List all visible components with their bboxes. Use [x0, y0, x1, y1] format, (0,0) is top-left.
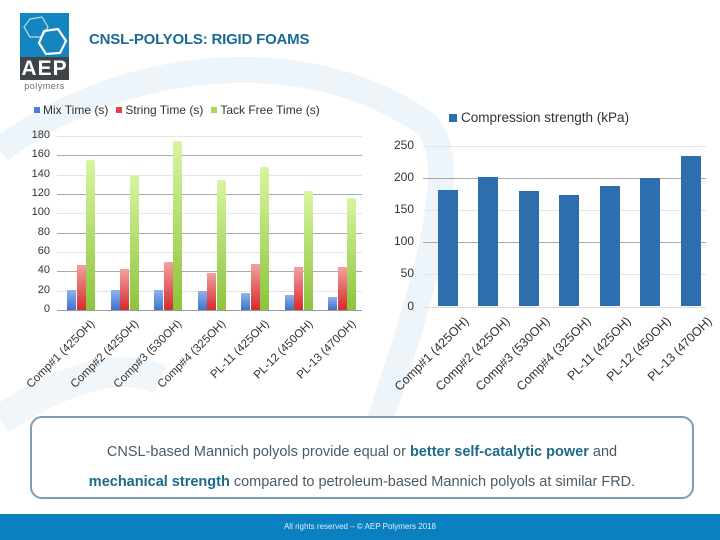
legend-item-mix-time: Mix Time (s) — [34, 103, 108, 117]
gridline — [57, 252, 362, 253]
y-tick-label: 0 — [43, 303, 50, 315]
y-tick-label: 150 — [393, 202, 414, 217]
y-tick-label: 50 — [400, 266, 414, 281]
bar-compression-strength — [438, 190, 458, 307]
footer-copyright: All rights reserved – © AEP Polymers 201… — [0, 514, 720, 540]
y-tick-label: 60 — [37, 245, 50, 257]
y-tick-label: 200 — [393, 170, 414, 185]
bar-mix-time-s — [328, 297, 338, 310]
gridline — [57, 136, 362, 137]
bar-tack-free-time-s — [173, 140, 183, 310]
logo-aep-text: AEP — [20, 57, 69, 80]
tack-free-time-swatch-icon — [211, 107, 218, 113]
bar-compression-strength — [478, 177, 499, 307]
bar-string-time-s — [337, 267, 347, 310]
summary-text: compared to petroleum-based Mannich poly… — [229, 474, 636, 490]
legend-label: Compression strength (kPa) — [461, 110, 630, 125]
y-tick-label: 20 — [37, 283, 50, 296]
bar-string-time-s — [120, 269, 130, 310]
bar-compression-strength — [518, 190, 539, 307]
gridline — [423, 146, 706, 147]
bar-mix-time-s — [241, 292, 251, 310]
legend-label: String Time (s) — [125, 103, 204, 117]
gridline — [57, 213, 362, 215]
gridline — [57, 174, 362, 176]
gridline — [57, 271, 362, 273]
gridline — [57, 232, 362, 234]
bar-tack-free-time-s — [347, 197, 357, 310]
x-category-label: Comp#1 (425OH) — [392, 314, 472, 394]
bar-tack-free-time-s — [216, 179, 226, 310]
bar-compression-strength — [640, 178, 661, 307]
summary-callout-box: CNSL-based Mannich polyols provide equal… — [30, 416, 694, 499]
compression-swatch-icon — [449, 113, 457, 122]
gridline — [423, 306, 706, 308]
bar-string-time-s — [250, 263, 260, 310]
gridline — [57, 194, 362, 195]
string-time-swatch-icon — [116, 107, 123, 113]
x-category-label: Comp#2 (425OH) — [432, 314, 513, 394]
gridline — [57, 155, 362, 157]
y-tick-label: 100 — [393, 234, 414, 249]
bar-string-time-s — [294, 266, 304, 310]
y-tick-label: 180 — [31, 129, 50, 141]
summary-line-1: CNSL-based Mannich polyols provide equal… — [32, 437, 692, 467]
aep-polymers-logo: AEP polymers — [20, 13, 69, 92]
gridline — [57, 310, 362, 311]
bar-mix-time-s — [154, 289, 164, 310]
bar-tack-free-time-s — [260, 166, 270, 310]
y-tick-label: 250 — [393, 138, 414, 152]
legend-label: Mix Time (s) — [43, 103, 109, 117]
legend-label: Tack Free Time (s) — [220, 103, 320, 117]
bar-mix-time-s — [67, 289, 76, 310]
legend-item-string-time: String Time (s) — [116, 103, 203, 117]
bar-mix-time-s — [197, 290, 207, 310]
y-tick-label: 100 — [31, 206, 50, 219]
timing-chart-legend: Mix Time (s) String Time (s) Tack Free T… — [34, 103, 320, 117]
summary-highlight: mechanical strength — [88, 474, 230, 490]
summary-line-2: mechanical strength compared to petroleu… — [32, 467, 692, 497]
y-tick-label: 0 — [407, 298, 414, 313]
page-title: CNSL-POLYOLS: RIGID FOAMS — [89, 31, 310, 48]
compression-chart-legend: Compression strength (kPa) — [449, 110, 629, 125]
legend-item-tack-free-time: Tack Free Time (s) — [211, 103, 320, 117]
bar-tack-free-time-s — [303, 191, 313, 310]
hexagon-rings-logo-icon — [20, 13, 69, 57]
bar-compression-strength — [559, 195, 580, 307]
bar-tack-free-time-s — [86, 160, 95, 310]
y-tick-label: 160 — [31, 148, 50, 161]
bar-string-time-s — [163, 261, 173, 310]
bar-compression-strength — [599, 186, 620, 307]
bar-tack-free-time-s — [129, 174, 139, 310]
summary-text: CNSL-based Mannich polyols provide equal… — [106, 444, 410, 460]
y-tick-label: 140 — [31, 167, 50, 180]
y-tick-label: 80 — [37, 225, 50, 238]
y-tick-label: 120 — [31, 187, 50, 199]
bar-compression-strength — [680, 156, 701, 307]
summary-highlight: better self-catalytic power — [409, 444, 589, 460]
bar-mix-time-s — [284, 294, 294, 310]
bar-mix-time-s — [110, 289, 120, 310]
bar-string-time-s — [207, 273, 217, 310]
mix-time-swatch-icon — [34, 107, 40, 113]
bar-string-time-s — [76, 264, 86, 310]
summary-text: and — [588, 444, 618, 460]
gridline — [423, 178, 706, 180]
x-category-label: Comp#3 (530OH) — [473, 314, 553, 394]
logo-polymers-text: polymers — [24, 81, 65, 91]
x-category-label: Comp#4 (325OH) — [513, 314, 594, 394]
y-tick-label: 40 — [37, 264, 50, 277]
